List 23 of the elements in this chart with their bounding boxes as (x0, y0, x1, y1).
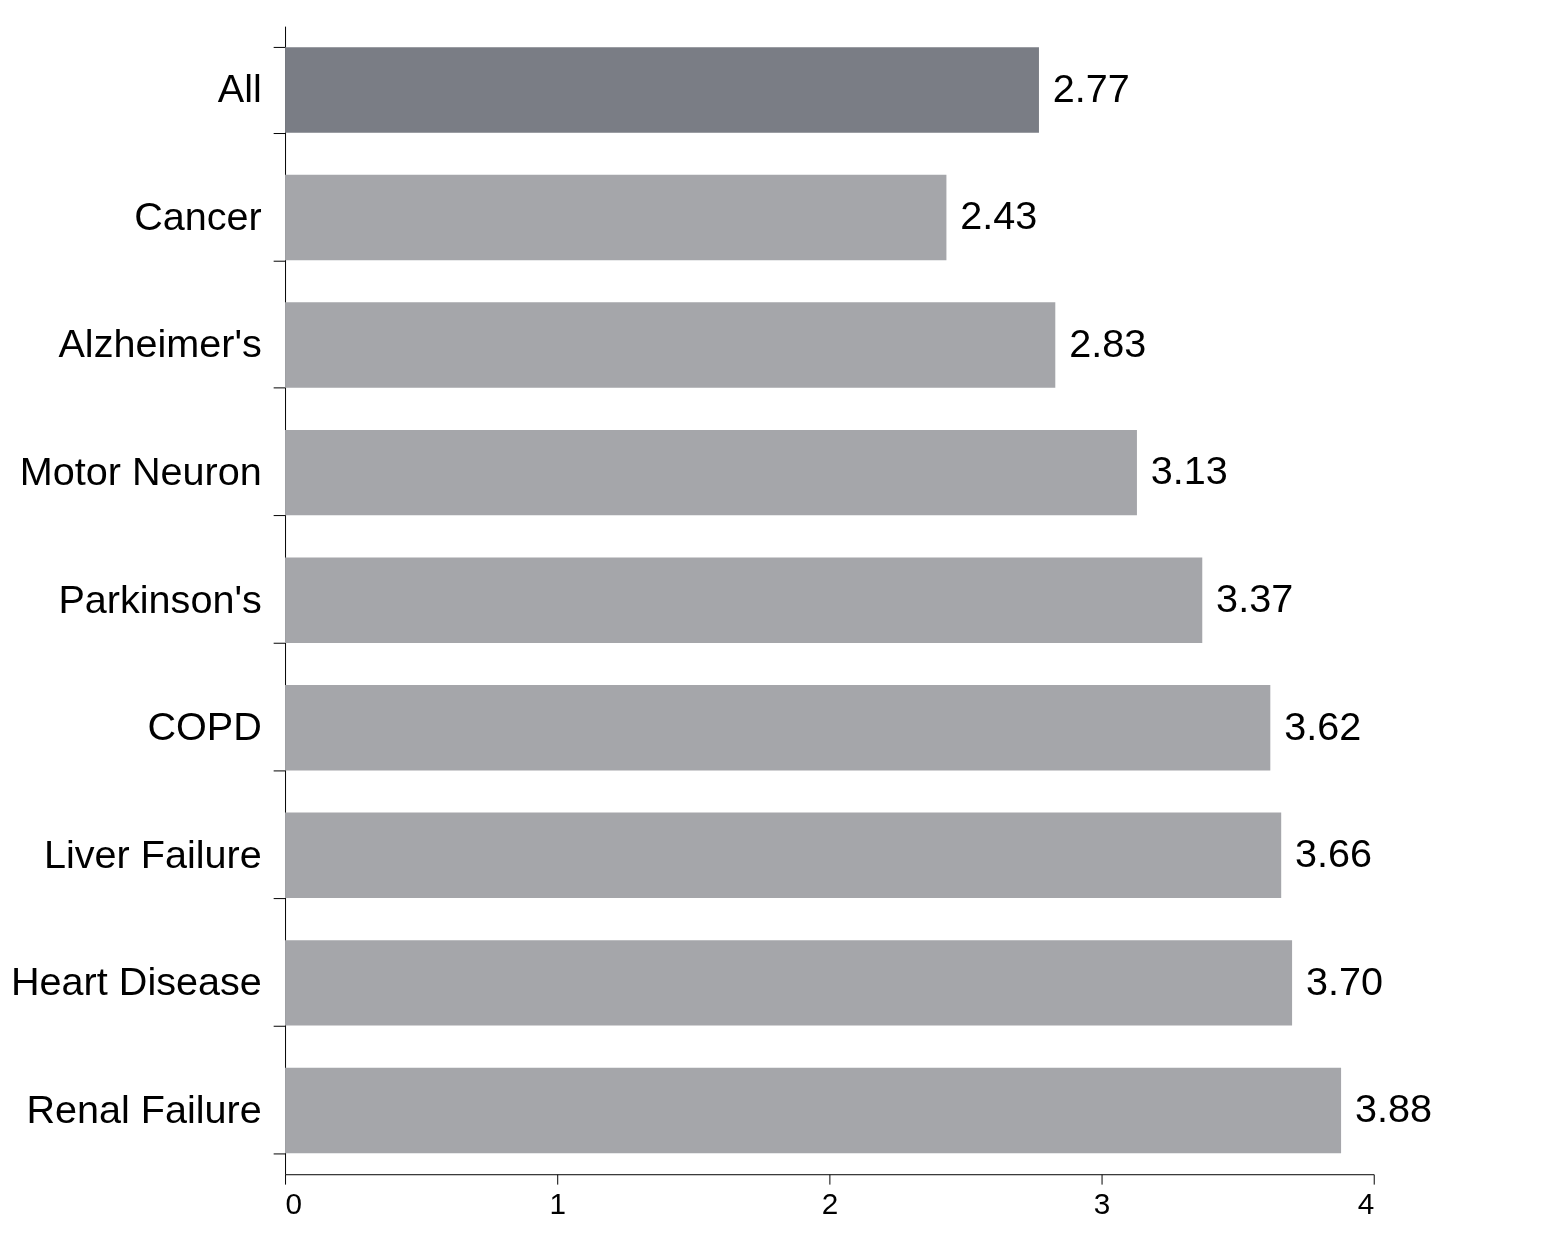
y-tick-label: All (217, 66, 262, 111)
y-tick-label: COPD (147, 704, 262, 749)
y-tick-label: Motor Neuron (19, 448, 262, 493)
y-tick-label: Renal Failure (26, 1086, 262, 1131)
y-tick-label: Alzheimer's (58, 321, 262, 366)
x-tick-label: 4 (1357, 1187, 1375, 1221)
y-tick-label: Heart Disease (11, 959, 262, 1004)
data-label: 3.62 (1284, 703, 1362, 748)
x-tick-label: 1 (549, 1187, 566, 1221)
data-label: 3.13 (1150, 448, 1228, 493)
data-label: 3.66 (1295, 831, 1373, 876)
data-label: 2.77 (1052, 65, 1130, 110)
data-label: 3.70 (1305, 958, 1383, 1003)
y-tick-label: Parkinson's (58, 576, 262, 621)
data-label: 2.83 (1069, 320, 1147, 365)
data-label: 3.88 (1354, 1086, 1432, 1131)
y-tick-label: Cancer (134, 193, 262, 238)
x-tick-label: 0 (285, 1187, 303, 1221)
x-tick-label: 3 (1093, 1187, 1111, 1221)
y-tick-label: Liver Failure (44, 831, 262, 876)
data-label: 2.43 (960, 193, 1038, 238)
data-label: 3.37 (1216, 576, 1294, 621)
x-tick-label: 2 (821, 1187, 839, 1221)
